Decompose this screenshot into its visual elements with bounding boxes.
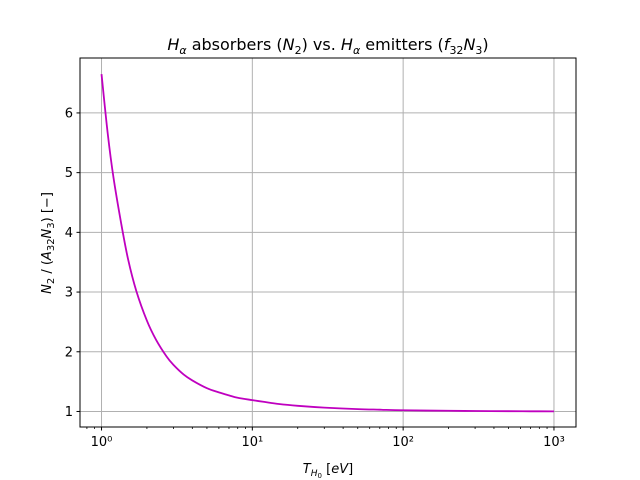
y-tick-label: 1 xyxy=(65,405,73,420)
x-tick-label: 10¹ xyxy=(241,435,263,450)
chart-title: Hα absorbers (N2) vs. Hα emitters (f32N3… xyxy=(167,35,488,57)
grid xyxy=(80,58,576,427)
series-layer xyxy=(100,74,554,413)
x-tick-label: 10² xyxy=(392,435,414,450)
x-tick-label: 10³ xyxy=(543,435,565,450)
y-tick-label: 5 xyxy=(65,166,73,181)
x-tick-label: 10⁰ xyxy=(91,435,113,450)
y-axis-label: N2 / (A32N3) [−] xyxy=(40,192,57,294)
y-tick-label: 2 xyxy=(65,345,73,360)
y-tick-label: 4 xyxy=(65,226,73,241)
y-tick-label: 3 xyxy=(65,286,73,301)
plot-frame xyxy=(79,57,577,428)
x-axis-label: TH0 [eV] xyxy=(303,462,353,480)
y-tick-label: 6 xyxy=(65,106,73,121)
ticks: 10⁰ 10¹ 10² 10³ 1 2 3 4 5 6 xyxy=(65,106,565,450)
series-line xyxy=(100,74,554,413)
